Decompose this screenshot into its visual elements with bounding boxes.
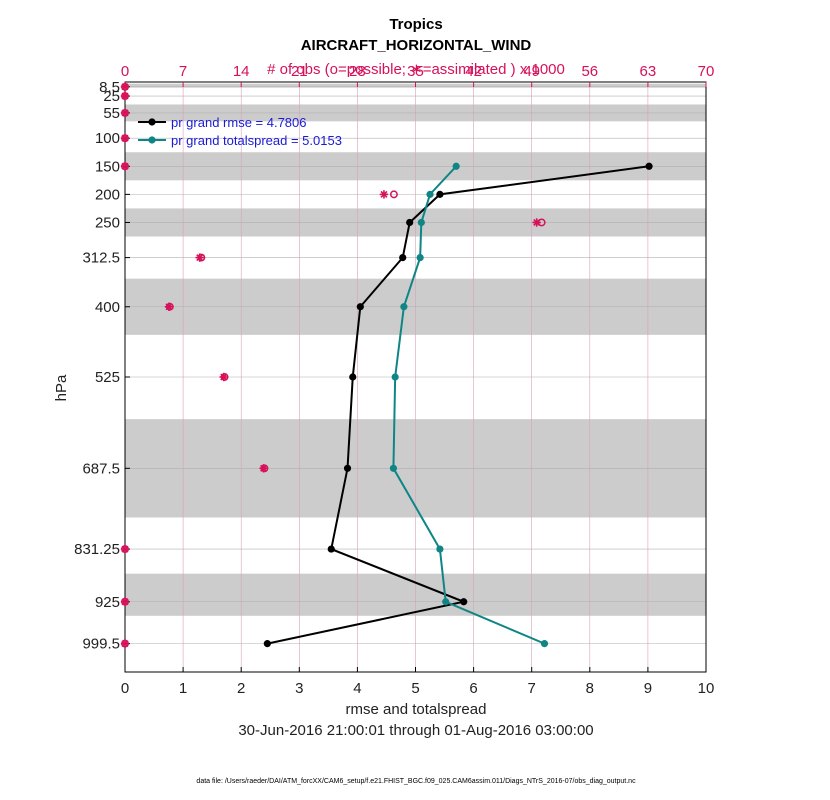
top-tick-label: 49 [523, 63, 540, 80]
totalspread-point [417, 218, 425, 227]
rmse-point [327, 545, 335, 553]
y-tick-label: 100 [95, 130, 120, 147]
assimilated-obs-marker [195, 253, 204, 262]
assimilated-obs-marker [164, 302, 174, 311]
y-tick-label: 525 [95, 369, 120, 386]
y-tick-label: 25 [103, 88, 120, 105]
top-tick-label: 7 [179, 63, 187, 80]
assimilated-obs-marker [120, 82, 130, 91]
y-tick-label: 250 [95, 214, 120, 231]
y-tick-label: 400 [95, 299, 120, 316]
possible-obs-marker [389, 190, 398, 199]
legend-label: pr grand totalspread = 5.0153 [171, 133, 342, 148]
x-axis-label: rmse and totalspread [346, 701, 487, 718]
y-tick-label: 8.5 [99, 79, 120, 96]
top-tick-label: 14 [233, 63, 250, 80]
totalspread-point [391, 373, 399, 381]
rmse-point [356, 303, 364, 311]
top-tick-label: 56 [581, 63, 598, 80]
legend-marker [148, 136, 156, 144]
assimilated-obs-marker [120, 544, 130, 554]
assimilated-obs-marker [120, 597, 130, 606]
rmse-point [399, 253, 407, 262]
x-tick-label: 3 [295, 680, 303, 697]
assimilated-obs-marker [120, 639, 130, 648]
y-tick-label: 831.25 [74, 541, 120, 558]
top-tick-label: 35 [407, 63, 424, 80]
legend-marker [148, 118, 156, 126]
x-tick-label: 6 [469, 680, 477, 697]
chart-title: Tropics [389, 16, 442, 33]
rmse-point [349, 373, 357, 381]
top-tick-label: 42 [465, 63, 482, 80]
rmse-point [263, 640, 271, 648]
totalspread-point [389, 464, 398, 472]
x-tick-label: 2 [237, 680, 245, 697]
top-tick-label: 21 [291, 63, 308, 80]
y-tick-label: 150 [95, 158, 120, 175]
rmse-point [460, 598, 468, 606]
bottom-x-axis-ticks: 0 1 2 3 4 5 6 7 8 9 10 [121, 667, 715, 697]
x-tick-label: 8 [586, 680, 594, 697]
y-tick-label: 55 [103, 105, 120, 122]
totalspread-line [392, 165, 545, 645]
top-tick-label: 28 [349, 63, 366, 80]
assimilated-obs-marker [120, 133, 130, 143]
y-axis-label: hPa [53, 374, 70, 401]
assimilated-obs-marker [219, 372, 228, 382]
x-tick-label: 1 [179, 680, 187, 697]
rmse-point [645, 162, 653, 170]
totalspread-point [400, 303, 408, 311]
top-x-axis-ticks: 0 7 14 21 28 35 42 49 56 63 70 [121, 63, 715, 87]
legend: pr grand rmse = 4.7806 pr grand totalspre… [138, 115, 342, 148]
x-tick-label: 4 [353, 680, 361, 697]
totalspread-point [442, 598, 450, 606]
x-tick-label: 10 [698, 680, 715, 697]
x-tick-label: 0 [121, 680, 129, 697]
date-range-label: 30-Jun-2016 21:00:01 through 01-Aug-2016… [238, 722, 593, 739]
totalspread-point [540, 640, 549, 648]
top-tick-label: 63 [640, 63, 657, 80]
totalspread-point [436, 545, 444, 553]
assimilated-obs-marker [120, 162, 130, 171]
rmse-point [406, 218, 414, 227]
rmse-line [267, 165, 650, 645]
y-tick-label: 999.5 [82, 636, 120, 653]
totalspread-point [426, 190, 434, 198]
y-tick-label: 200 [95, 186, 120, 203]
chart-subtitle: AIRCRAFT_HORIZONTAL_WIND [301, 37, 532, 54]
assimilated-obs-marker [259, 464, 268, 473]
x-tick-label: 7 [528, 680, 536, 697]
x-tick-label: 5 [411, 680, 419, 697]
y-tick-label: 312.5 [82, 250, 120, 267]
data-series [263, 162, 653, 648]
totalspread-point [416, 253, 424, 262]
assimilated-obs-marker [120, 91, 130, 101]
assimilated-obs-marker [379, 190, 389, 199]
top-tick-label: 0 [121, 63, 129, 80]
top-axis-label: # of obs (o=possible; ∗=assimilated ) x … [267, 61, 565, 78]
rmse-point [343, 464, 352, 472]
assimilated-obs-marker [532, 218, 541, 227]
assimilated-obs-marker [120, 108, 130, 118]
rmse-point [436, 190, 444, 198]
totalspread-point [452, 162, 460, 170]
y-tick-label: 925 [95, 594, 120, 611]
top-tick-label: 70 [698, 63, 715, 80]
data-file-footnote: data file: /Users/raeder/DAI/ATM_forcXX/… [196, 778, 636, 785]
legend-label: pr grand rmse = 4.7806 [171, 115, 307, 130]
x-tick-label: 9 [644, 680, 652, 697]
y-tick-label: 687.5 [82, 460, 120, 477]
obs-count-markers [120, 82, 546, 648]
